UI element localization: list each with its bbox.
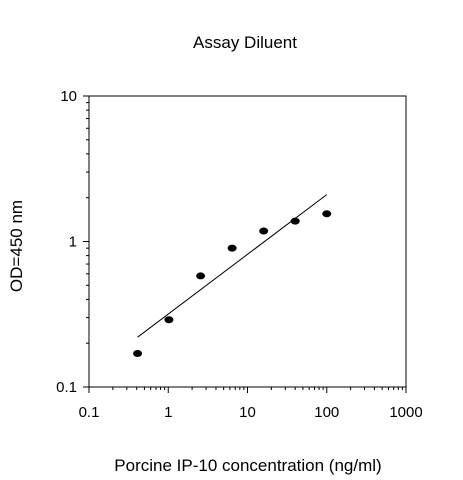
fit-line: [137, 194, 328, 338]
y-tick-label: 10: [60, 88, 77, 105]
x-axis-label: Porcine IP-10 concentration (ng/ml): [114, 456, 381, 475]
chart-title: Assay Diluent: [193, 33, 297, 52]
x-tick-label: 0.1: [79, 404, 100, 421]
data-point: [259, 227, 269, 235]
data-point: [164, 316, 174, 324]
y-tick-label: 0.1: [56, 379, 77, 396]
plot-area: 0.1 1 10 100 1000 0.1 1 10: [56, 88, 423, 421]
data-point: [227, 244, 237, 252]
data-point: [196, 272, 206, 280]
data-point: [290, 217, 300, 225]
x-tick-label: 10: [239, 404, 256, 421]
y-tick-label: 1: [69, 234, 77, 251]
data-point: [133, 349, 143, 357]
data-point: [322, 210, 332, 218]
x-tick-label: 1000: [389, 404, 422, 421]
y-axis-label: OD=450 nm: [7, 200, 26, 292]
x-tick-label: 100: [314, 404, 339, 421]
plot-frame: [88, 95, 407, 388]
x-tick-label: 1: [164, 404, 172, 421]
